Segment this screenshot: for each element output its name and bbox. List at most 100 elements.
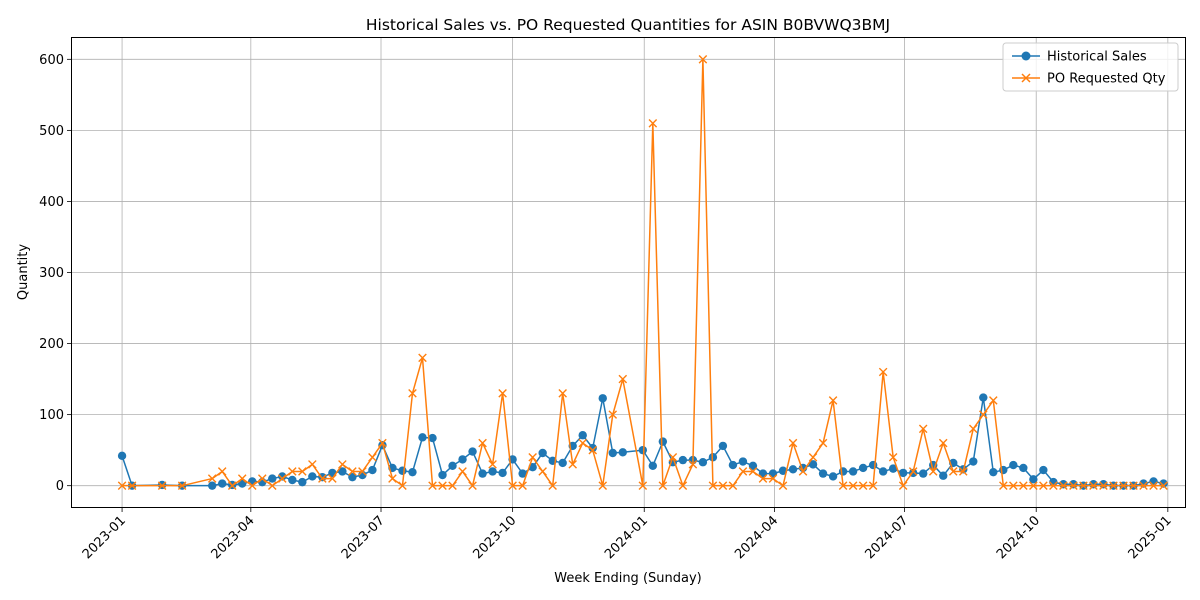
po-data-point — [458, 467, 467, 476]
sales-data-point — [408, 467, 417, 477]
po-data-point — [658, 481, 668, 490]
po-data-point — [748, 467, 758, 476]
sales-data-point — [1099, 480, 1108, 489]
sales-data-point — [518, 469, 527, 478]
sales-data-point — [898, 468, 908, 478]
po-data-point — [568, 460, 578, 469]
po-data-point — [288, 467, 297, 476]
sales-data-point — [718, 441, 728, 451]
sales-data-point — [268, 474, 277, 483]
po-data-point — [217, 467, 227, 476]
sales-data-point — [418, 433, 427, 442]
sales-data-point — [538, 448, 547, 458]
po-data-point — [1139, 481, 1148, 490]
po-data-point — [688, 460, 698, 469]
sales-data-point — [348, 472, 357, 482]
po-data-point — [438, 481, 447, 490]
po-data-point — [348, 467, 357, 476]
y-tick-label: 400 — [39, 195, 64, 210]
sales-data-point — [989, 467, 998, 477]
sales-data-point — [428, 433, 437, 443]
po-data-point — [838, 481, 848, 490]
y-axis-label: Quantity — [16, 244, 31, 300]
po-data-point — [518, 481, 527, 490]
chart-title: Historical Sales vs. PO Requested Quanti… — [366, 16, 890, 34]
sales-data-point — [298, 477, 307, 487]
sales-data-point — [1149, 477, 1158, 486]
po-data-point — [1009, 481, 1018, 490]
po-data-point — [528, 452, 537, 462]
po-data-point — [338, 460, 347, 469]
sales-data-point — [207, 481, 217, 490]
po-data-point — [1049, 481, 1058, 490]
po-data-point — [1109, 481, 1118, 490]
po-data-point — [908, 467, 918, 476]
po-data-point — [758, 474, 768, 483]
y-tick-label: 500 — [39, 124, 64, 139]
po-data-point — [117, 481, 127, 490]
sales-data-point — [578, 431, 587, 440]
y-tick-label: 0 — [56, 479, 64, 494]
po-data-point — [267, 481, 277, 490]
po-data-point — [278, 474, 287, 483]
legend: Historical Sales PO Requested Qty — [1002, 42, 1179, 92]
sales-data-point — [858, 463, 868, 473]
po-data-point — [408, 389, 417, 398]
po-data-point — [928, 467, 938, 476]
sales-data-point — [1019, 463, 1028, 473]
y-tick-label: 600 — [39, 53, 64, 68]
po-data-point — [698, 55, 708, 64]
po-data-point — [418, 353, 427, 363]
po-data-point — [308, 460, 317, 469]
legend-po-marker — [1021, 73, 1031, 83]
po-data-point — [237, 474, 247, 483]
po-data-point — [888, 452, 898, 462]
po-data-point — [898, 481, 908, 490]
po-data-point — [1069, 481, 1078, 490]
po-data-point — [598, 481, 608, 490]
y-tick-label: 100 — [39, 408, 64, 423]
po-data-point — [728, 481, 738, 490]
po-data-point — [788, 438, 798, 448]
sales-data-point — [368, 465, 377, 475]
sales-data-point — [979, 393, 988, 402]
legend-sales-marker — [1021, 51, 1031, 61]
sales-data-point — [678, 455, 688, 465]
po-data-point — [1149, 481, 1158, 490]
po-data-point — [498, 389, 507, 398]
sales-data-point — [878, 467, 888, 476]
po-data-point — [538, 467, 547, 476]
sales-data-point — [288, 475, 297, 485]
po-data-point — [618, 374, 628, 384]
po-data-point — [989, 396, 998, 405]
sales-data-point — [969, 457, 978, 466]
po-data-point — [298, 467, 307, 476]
legend-box — [1002, 42, 1179, 92]
po-data-point — [1089, 481, 1098, 490]
po-data-point — [999, 481, 1008, 490]
po-data-point — [328, 474, 337, 483]
sales-data-point — [1089, 480, 1098, 489]
po-data-point — [157, 481, 167, 490]
sales-data-point — [458, 455, 467, 464]
po-data-point — [638, 481, 648, 490]
po-data-point — [257, 474, 267, 483]
po-data-point — [1119, 481, 1128, 490]
sales-data-point — [939, 471, 948, 480]
po-data-point — [1059, 481, 1068, 490]
sales-data-point — [478, 469, 487, 478]
sales-data-point — [648, 461, 658, 470]
po-data-point — [718, 481, 728, 490]
po-data-point — [978, 410, 988, 419]
po-data-point — [798, 467, 808, 476]
po-data-point — [428, 481, 437, 490]
po-data-point — [878, 367, 888, 377]
po-data-point — [858, 481, 868, 490]
sales-data-point — [468, 447, 477, 456]
po-data-point — [227, 481, 237, 490]
po-data-point — [548, 481, 557, 490]
sales-data-point — [1009, 460, 1018, 470]
sales-data-point — [848, 467, 858, 476]
po-data-point — [448, 481, 457, 490]
sales-data-point — [558, 458, 567, 468]
